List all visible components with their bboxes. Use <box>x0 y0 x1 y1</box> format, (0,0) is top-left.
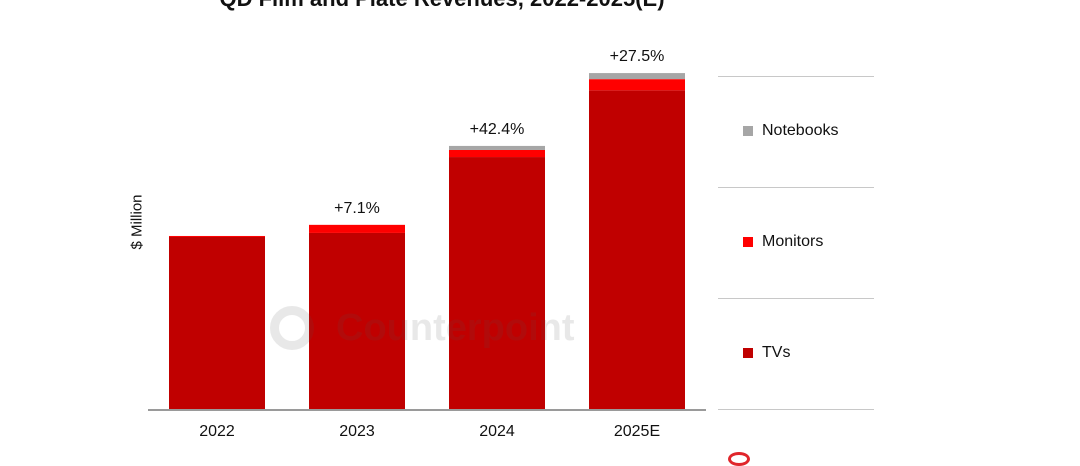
x-tick-label: 2022 <box>199 423 235 440</box>
legend-swatch-tvs <box>743 348 753 358</box>
legend-item-tvs: TVs <box>743 344 790 362</box>
bar-segment-monitors-2024 <box>449 149 545 158</box>
legend-separator <box>718 298 874 299</box>
bar-segment-tvs-2022 <box>169 236 265 410</box>
bar-segment-monitors-2025e <box>589 79 685 91</box>
bar-segment-notebooks-2025e <box>589 73 685 80</box>
watermark: Counterpoint <box>270 306 575 350</box>
legend-item-monitors: Monitors <box>743 233 823 251</box>
legend-separator <box>718 76 874 77</box>
legend-label-tvs: TVs <box>762 344 791 361</box>
legend-swatch-monitors <box>743 237 753 247</box>
y-axis-label: $ Million <box>128 194 146 250</box>
x-tick-label: 2025E <box>614 423 660 440</box>
legend-separator <box>718 409 874 410</box>
brand-logo-icon <box>728 452 750 466</box>
bar-segment-monitors-2023 <box>309 224 405 233</box>
legend-label-notebooks: Notebooks <box>762 122 839 139</box>
bar-segment-tvs-2024 <box>449 157 545 410</box>
bar-segment-monitors-2022 <box>169 235 265 237</box>
growth-label: +42.4% <box>470 121 525 138</box>
legend-label-monitors: Monitors <box>762 233 824 250</box>
legend-item-notebooks: Notebooks <box>743 122 839 140</box>
growth-label: +7.1% <box>334 200 380 217</box>
watermark-text: Counterpoint <box>336 306 575 349</box>
legend-swatch-notebooks <box>743 126 753 136</box>
legend-separator <box>718 187 874 188</box>
counterpoint-logo-icon <box>270 306 314 350</box>
bar-segment-tvs-2025e <box>589 90 685 411</box>
x-tick-label: 2024 <box>479 423 515 440</box>
x-tick-label: 2023 <box>339 423 375 440</box>
bar-segment-notebooks-2024 <box>449 145 545 150</box>
chart-title: QD Film and Plate Revenues, 2022-2025(E) <box>0 0 884 12</box>
bar-segment-tvs-2023 <box>309 232 405 410</box>
growth-label: +27.5% <box>610 48 665 65</box>
